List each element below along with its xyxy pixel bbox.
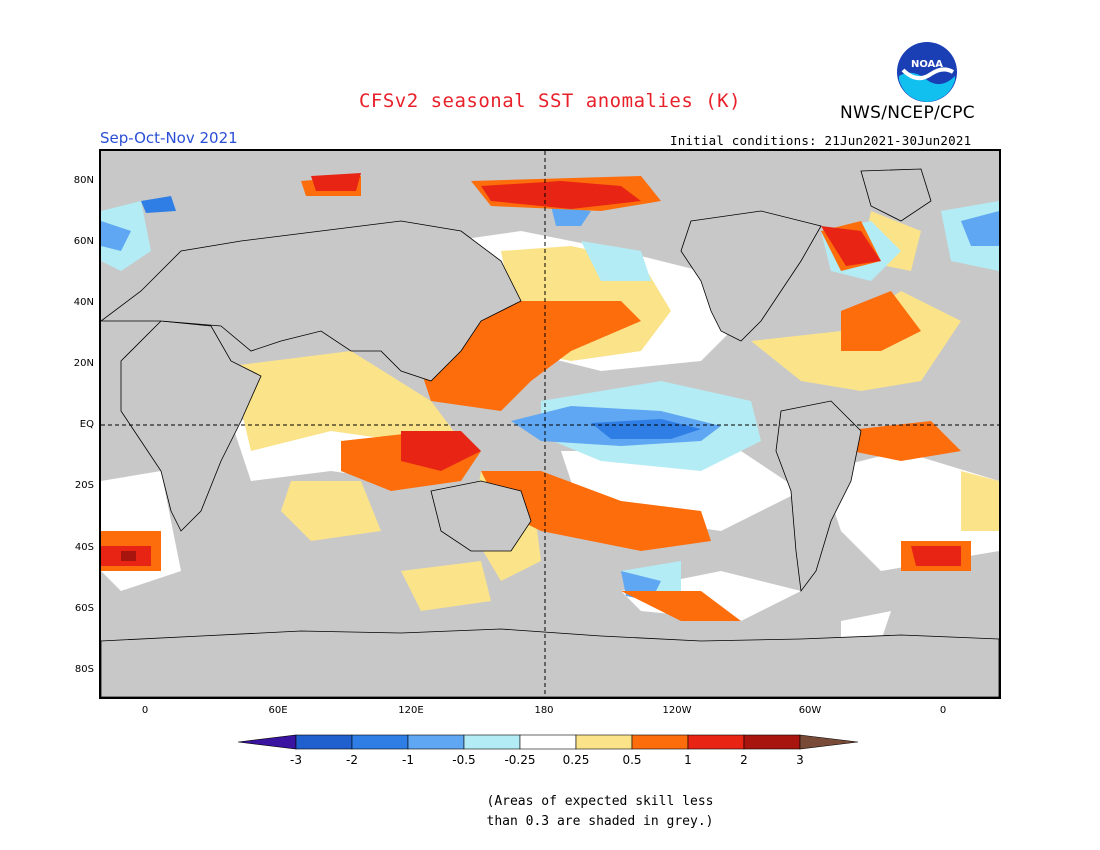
colorbar-tick-label: 0.5	[622, 753, 642, 767]
colorbar-cell-min	[238, 734, 297, 750]
colorbar-tick-label: -2	[346, 753, 358, 767]
season-label: Sep-Oct-Nov 2021	[100, 129, 238, 147]
colorbar-tick-label: -0.5	[452, 753, 476, 767]
lon-label-0: 0	[141, 705, 149, 716]
noaa-logo: NOAA	[897, 42, 957, 102]
sst-anomaly-map	[99, 149, 1001, 699]
colorbar-cell-7	[631, 734, 689, 750]
lon-label-60e: 60E	[268, 705, 288, 716]
lat-label-eq: EQ	[79, 419, 94, 430]
colorbar-cell-9	[743, 734, 801, 750]
colorbar-cell-4	[463, 734, 521, 750]
colorbar-tick-label: -3	[290, 753, 302, 767]
colorbar-tick-label: -0.25	[504, 753, 536, 767]
skill-note: (Areas of expected skill less than 0.3 a…	[430, 792, 770, 832]
colorbar-tick-label: 2	[740, 753, 748, 767]
colorbar-cell-1	[295, 734, 353, 750]
colorbar-tick-label: -1	[402, 753, 414, 767]
colorbar-cell-6	[575, 734, 633, 750]
lat-label-40n: 40N	[73, 297, 94, 308]
colorbar-cell-2	[351, 734, 409, 750]
warm-1-regions	[101, 173, 961, 566]
colorbar-cell-max	[799, 734, 859, 750]
agency-label: NWS/NCEP/CPC	[840, 103, 975, 123]
lat-label-40s: 40S	[74, 542, 94, 553]
colorbar-cell-3	[407, 734, 465, 750]
continents	[101, 168, 999, 697]
skill-note-line1: (Areas of expected skill less	[486, 794, 714, 809]
colorbar-tick-label: 1	[684, 753, 692, 767]
lat-label-20s: 20S	[74, 480, 94, 491]
cool-1-regions	[141, 196, 701, 439]
noaa-logo-text: NOAA	[911, 59, 943, 70]
lon-label-180: 180	[534, 705, 554, 716]
lat-label-60n: 60N	[73, 236, 94, 247]
colorbar-cell-5	[519, 734, 577, 750]
colorbar-cell-8	[687, 734, 745, 750]
colorbar-tick-label: 0.25	[562, 753, 590, 767]
lon-label-120w: 120W	[662, 705, 692, 716]
lat-label-60s: 60S	[74, 603, 94, 614]
sst-anomaly-map-svg	[101, 151, 999, 697]
colorbar	[238, 734, 859, 750]
lat-label-20n: 20N	[73, 358, 94, 369]
lon-label-120e: 120E	[398, 705, 424, 716]
lat-label-80n: 80N	[73, 175, 94, 186]
lon-label-0-right: 0	[939, 705, 947, 716]
lon-label-60w: 60W	[798, 705, 822, 716]
map-title: CFSv2 seasonal SST anomalies (K)	[358, 90, 742, 112]
skill-note-line2: than 0.3 are shaded in grey.)	[486, 814, 714, 829]
colorbar-tick-label: 3	[796, 753, 804, 767]
initial-conditions-label: Initial conditions: 21Jun2021-30Jun2021	[670, 133, 972, 148]
lat-label-80s: 80S	[74, 664, 94, 675]
